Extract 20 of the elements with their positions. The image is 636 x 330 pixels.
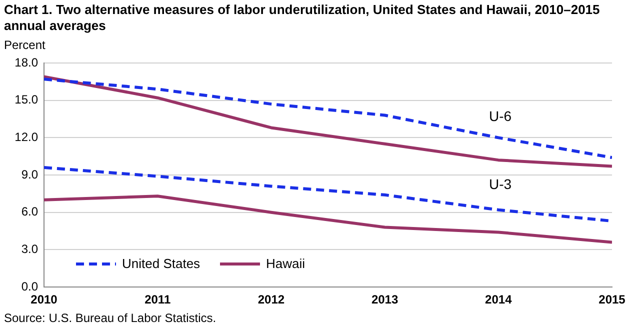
y-tick-label: 0.0 [21,279,38,294]
y-axis-title: Percent [4,38,46,52]
y-tick-label: 9.0 [21,167,38,182]
x-tick-label: 2010 [30,292,58,307]
y-tick-label: 15.0 [14,92,38,107]
legend-label: Hawaii [266,256,306,271]
chart-title: Chart 1. Two alternative measures of labor underutilization, United States and Hawaii, 2010–2015 annual averages [4,2,601,34]
y-tick-label: 6.0 [21,204,38,219]
legend-label: United States [122,256,200,271]
x-tick-label: 2015 [598,292,626,307]
x-tick-label: 2012 [258,292,285,307]
y-tick-label: 3.0 [21,242,38,256]
y-tick-label: 18.0 [14,55,38,70]
x-tick-label: 2014 [485,292,512,307]
x-tick-label: 2013 [371,292,398,307]
annotation: U-6 [489,108,512,124]
source-note: Source: U.S. Bureau of Labor Statistics. [4,311,216,325]
y-tick-label: 12.0 [14,130,38,144]
x-tick-label: 2011 [144,292,171,307]
annotation: U-3 [489,176,512,192]
